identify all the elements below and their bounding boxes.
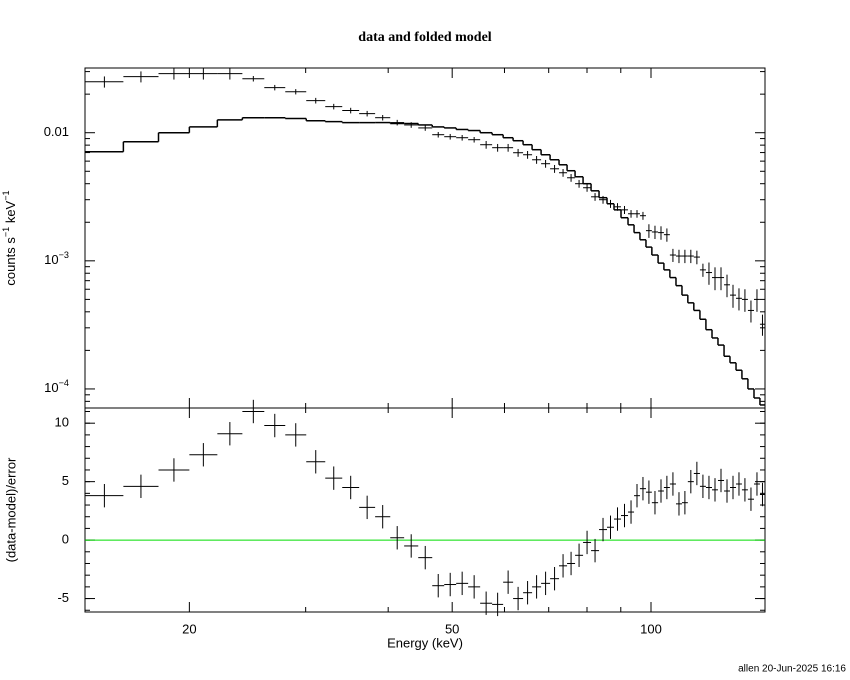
y-tick-label: 0.01 [44, 124, 69, 139]
chart-title: data and folded model [358, 30, 492, 45]
x-tick-label: 100 [640, 621, 662, 636]
y-tick-label: 10 [55, 415, 69, 430]
y-tick-label: 10−3 [44, 250, 69, 267]
x-tick-label: 50 [445, 621, 459, 636]
y-tick-label: 10−4 [44, 378, 69, 395]
footer: allen 20-Jun-2025 16:16 [738, 664, 846, 675]
y-axis-label: counts s−1 keV−1 [1, 190, 18, 285]
y-tick-label: 5 [62, 473, 69, 488]
plot-frame [84, 67, 766, 409]
y-tick-label: 0 [62, 532, 69, 547]
y-tick-label: -5 [57, 590, 69, 605]
x-axis-label: Energy (keV) [387, 635, 463, 650]
plot-frame [84, 407, 766, 613]
y-axis-label: (data-model)/error [3, 457, 18, 562]
x-tick-label: 20 [182, 621, 196, 636]
